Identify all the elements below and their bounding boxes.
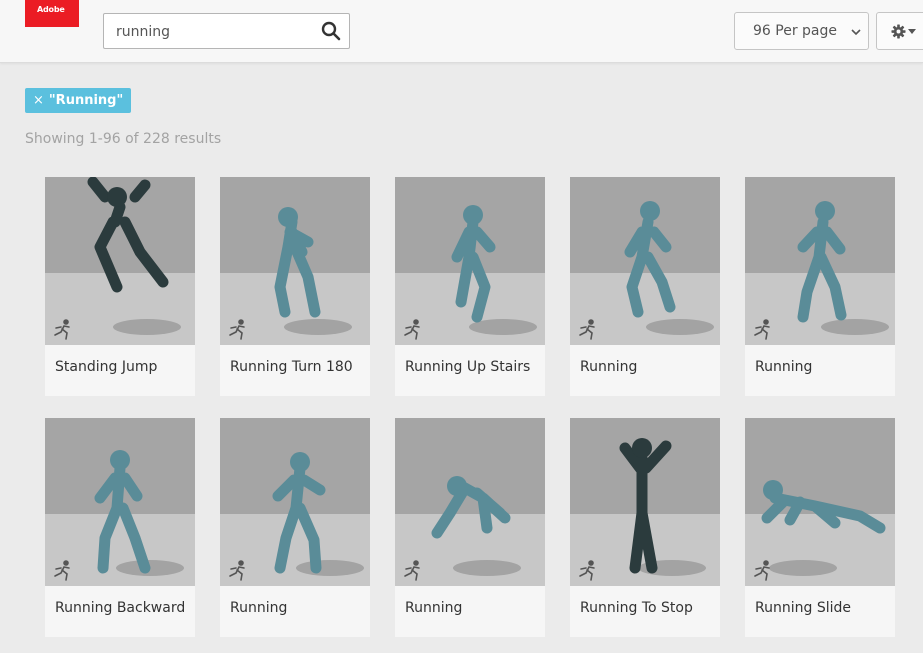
gear-icon xyxy=(891,24,906,39)
run-icon xyxy=(579,560,595,581)
animation-thumbnail[interactable] xyxy=(45,418,195,586)
run-icon xyxy=(229,319,245,340)
search-icon[interactable] xyxy=(321,21,341,41)
per-page-value: 96 Per page xyxy=(753,23,837,39)
run-icon xyxy=(404,560,420,581)
animation-thumbnail[interactable] xyxy=(570,418,720,586)
run-icon xyxy=(404,319,420,340)
animation-title[interactable]: Standing Jump xyxy=(55,359,158,375)
animation-card[interactable]: Running xyxy=(570,177,720,396)
top-toolbar: Adobe 96 Per page xyxy=(0,0,923,63)
search-input[interactable] xyxy=(116,22,316,42)
animation-title[interactable]: Running xyxy=(580,359,638,375)
animation-card[interactable]: Running To Stop xyxy=(570,418,720,637)
caret-down-icon xyxy=(908,29,916,34)
animation-title[interactable]: Running Backward xyxy=(55,600,186,616)
settings-button[interactable] xyxy=(876,12,923,50)
animation-thumbnail[interactable] xyxy=(570,177,720,345)
animation-title[interactable]: Running To Stop xyxy=(580,600,693,616)
animation-card[interactable]: Running Slide xyxy=(745,418,895,637)
run-icon xyxy=(54,560,70,581)
animation-title[interactable]: Running xyxy=(230,600,288,616)
chevron-down-icon xyxy=(851,29,861,36)
run-icon xyxy=(229,560,245,581)
remove-filter-icon[interactable]: × xyxy=(33,93,44,108)
run-icon xyxy=(754,319,770,340)
animation-thumbnail[interactable] xyxy=(395,418,545,586)
animation-card[interactable]: Running xyxy=(220,418,370,637)
animation-title[interactable]: Running xyxy=(405,600,463,616)
animation-thumbnail[interactable] xyxy=(395,177,545,345)
search-box[interactable] xyxy=(103,13,350,49)
animation-card[interactable]: Running Turn 180 xyxy=(220,177,370,396)
animation-thumbnail[interactable] xyxy=(220,177,370,345)
animation-title[interactable]: Running Slide xyxy=(755,600,851,616)
animation-card[interactable]: Running xyxy=(745,177,895,396)
animation-thumbnail[interactable] xyxy=(745,418,895,586)
animation-card[interactable]: Running xyxy=(395,418,545,637)
animation-card[interactable]: Running Up Stairs xyxy=(395,177,545,396)
animation-title[interactable]: Running xyxy=(755,359,813,375)
animation-title[interactable]: Running Up Stairs xyxy=(405,359,531,375)
results-count: Showing 1-96 of 228 results xyxy=(25,131,222,147)
filter-tag-label: "Running" xyxy=(48,93,124,108)
animation-thumbnail[interactable] xyxy=(45,177,195,345)
run-icon xyxy=(579,319,595,340)
run-icon xyxy=(754,560,770,581)
animation-title[interactable]: Running Turn 180 xyxy=(230,359,353,375)
animation-thumbnail[interactable] xyxy=(745,177,895,345)
animation-card[interactable]: Running Backward xyxy=(45,418,195,637)
animation-card[interactable]: Standing Jump xyxy=(45,177,195,396)
animation-thumbnail[interactable] xyxy=(220,418,370,586)
run-icon xyxy=(54,319,70,340)
filter-tag-running[interactable]: × "Running" xyxy=(25,88,132,113)
per-page-select[interactable]: 96 Per page xyxy=(734,12,869,50)
adobe-logo[interactable]: Adobe xyxy=(25,0,79,27)
